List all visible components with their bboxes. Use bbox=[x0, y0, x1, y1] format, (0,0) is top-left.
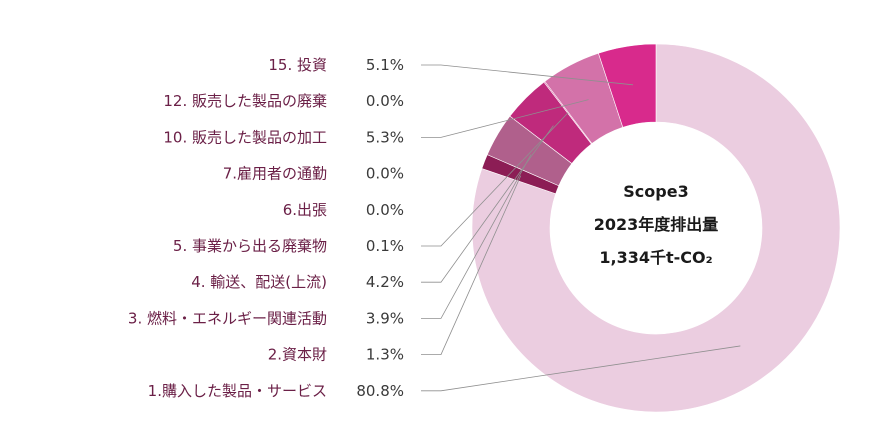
donut-slices bbox=[471, 43, 841, 413]
category-label: 6.出張 bbox=[283, 201, 327, 219]
leader-line bbox=[421, 125, 554, 283]
category-label: 3. 燃料・エネルギー関連活動 bbox=[128, 309, 327, 327]
category-label: 5. 事業から出る廃棄物 bbox=[173, 237, 327, 255]
leader-line bbox=[421, 154, 532, 319]
leader-line bbox=[421, 112, 569, 247]
category-label: 10. 販売した製品の加工 bbox=[163, 128, 327, 146]
value-label: 5.1% bbox=[366, 56, 404, 74]
value-label: 80.8% bbox=[356, 382, 404, 400]
value-label: 3.9% bbox=[366, 309, 404, 327]
value-label: 0.0% bbox=[366, 92, 404, 110]
leader-lines bbox=[421, 64, 741, 392]
value-label: 0.0% bbox=[366, 201, 404, 219]
value-label: 4.2% bbox=[366, 273, 404, 291]
donut-slice bbox=[471, 43, 841, 413]
leader-line bbox=[421, 175, 522, 356]
donut-slice bbox=[598, 43, 657, 128]
leader-line bbox=[421, 64, 634, 86]
category-label: 15. 投資 bbox=[268, 56, 327, 74]
legend-labels: 15. 投資 5.1% 12. 販売した製品の廃棄 0.0% 10. 販売した製品の加工… bbox=[128, 56, 404, 400]
center-label: Scope3 2023年度排出量 1,334千t-CO₂ bbox=[594, 182, 719, 267]
category-label: 7.雇用者の通勤 bbox=[223, 165, 327, 183]
value-label: 0.0% bbox=[366, 165, 404, 183]
center-line-1: Scope3 bbox=[623, 182, 688, 201]
value-label: 1.3% bbox=[366, 346, 404, 364]
center-line-2: 2023年度排出量 bbox=[594, 215, 719, 234]
center-line-3: 1,334千t-CO₂ bbox=[599, 248, 712, 267]
leader-line bbox=[421, 99, 589, 138]
category-label: 1.購入した製品・サービス bbox=[148, 382, 327, 400]
category-label: 2.資本財 bbox=[268, 346, 327, 364]
category-label: 12. 販売した製品の廃棄 bbox=[163, 92, 327, 110]
value-label: 5.3% bbox=[366, 128, 404, 146]
value-label: 0.1% bbox=[366, 237, 404, 255]
leader-line bbox=[421, 345, 741, 392]
category-label: 4. 輸送、配送(上流) bbox=[191, 273, 327, 291]
